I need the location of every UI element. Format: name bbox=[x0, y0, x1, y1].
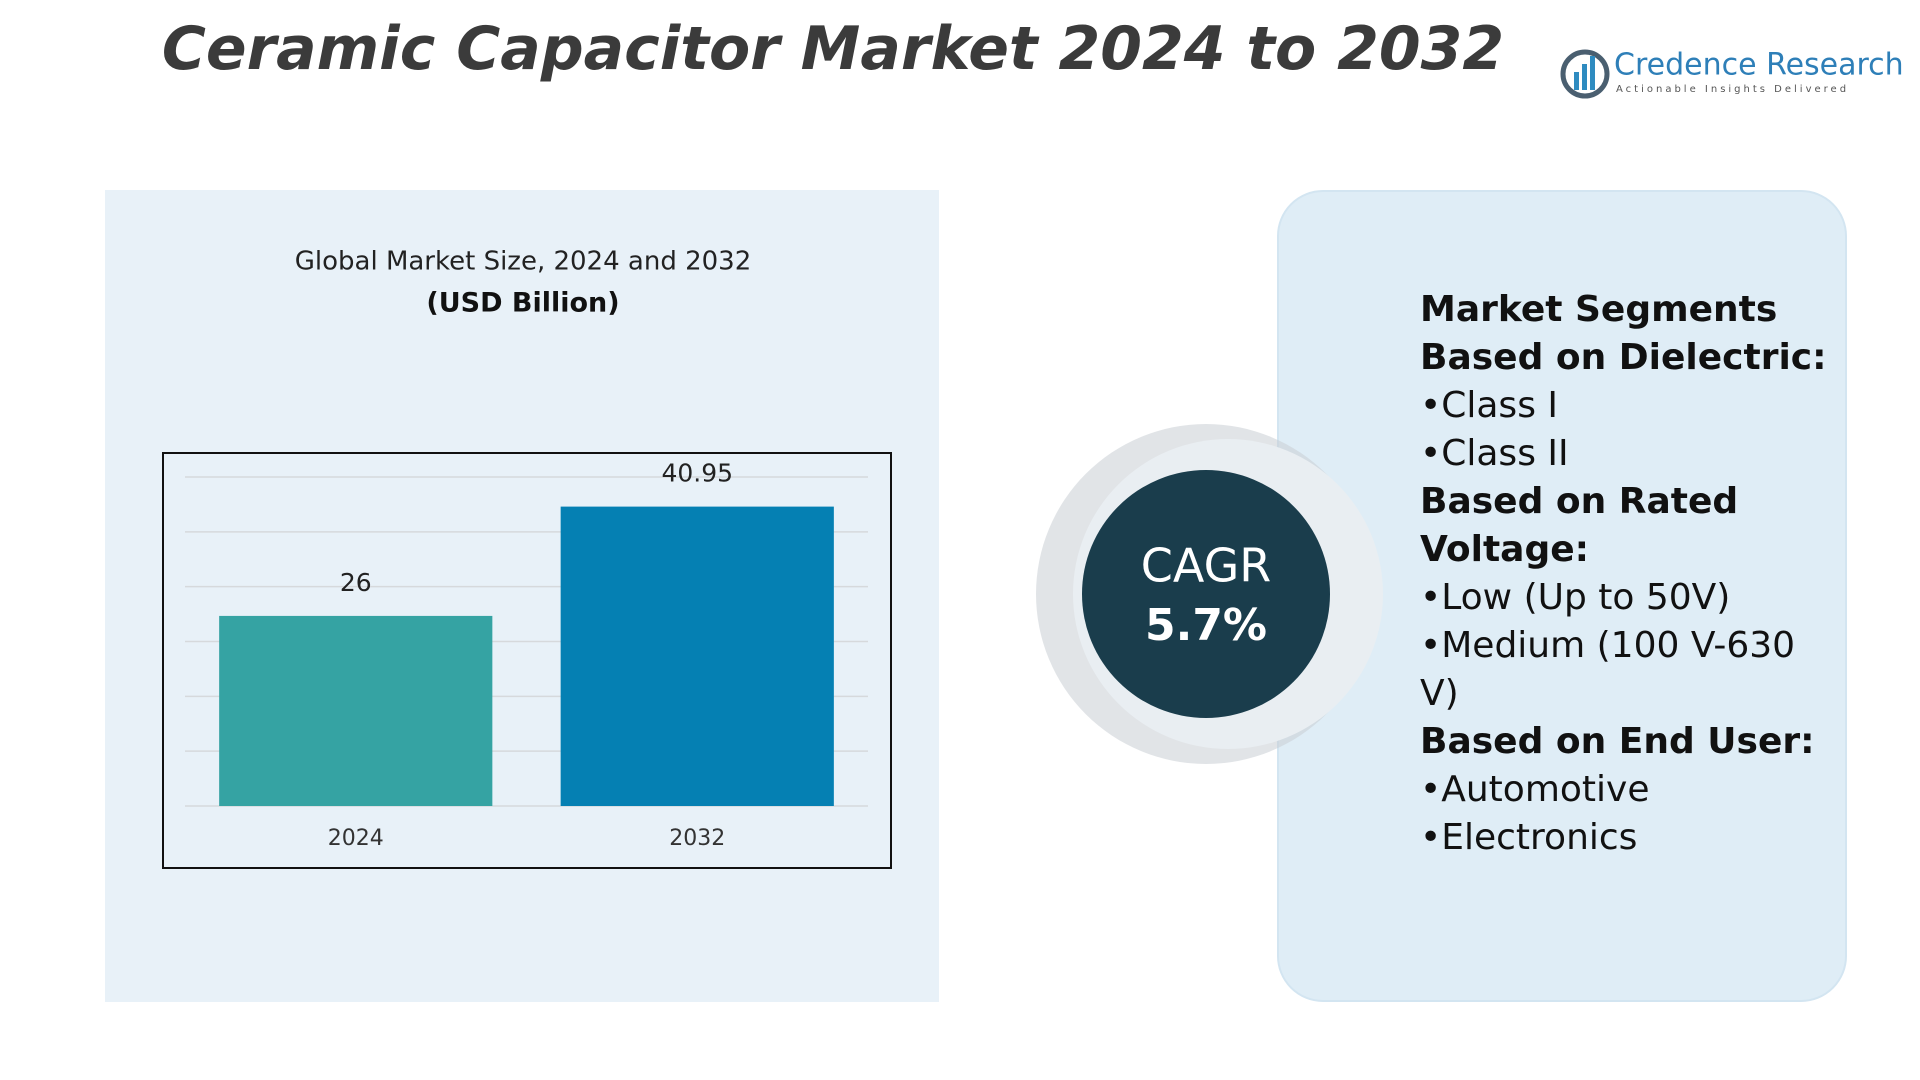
chart-frame bbox=[162, 452, 892, 869]
segment-item: •Class II bbox=[1420, 433, 1569, 474]
x-tick-label: 2032 bbox=[669, 826, 725, 851]
cagr-circle bbox=[1082, 470, 1330, 718]
segment-item: •Low (Up to 50V) bbox=[1420, 577, 1731, 618]
value-label: 40.95 bbox=[661, 459, 733, 488]
segments-heading: Market Segments bbox=[1420, 289, 1778, 330]
segment-item: •Electronics bbox=[1420, 817, 1638, 858]
segment-group-title: Based on Rated Voltage: bbox=[1420, 481, 1739, 570]
value-label: 26 bbox=[340, 568, 372, 597]
x-tick-label: 2024 bbox=[328, 826, 384, 851]
segments: Market Segments Based on Dielectric: •Clas… bbox=[1420, 286, 1830, 862]
segment-group-title: Based on Dielectric: bbox=[1420, 337, 1827, 378]
brand-name: Credence Research bbox=[1614, 48, 1904, 83]
chart-title: Global Market Size, 2024 and 2032 bbox=[295, 247, 752, 277]
cagr-label: CAGR bbox=[1141, 539, 1271, 593]
bar bbox=[219, 615, 493, 806]
segment-item: •Class I bbox=[1420, 385, 1559, 426]
segment-item: •Automotive bbox=[1420, 769, 1650, 810]
bar bbox=[560, 506, 834, 806]
cagr-value: 5.7% bbox=[1145, 600, 1267, 651]
segment-item: •Medium (100 V-630 V) bbox=[1420, 625, 1796, 714]
page-title: Ceramic Capacitor Market 2024 to 2032 bbox=[161, 14, 1505, 84]
logo bbox=[1560, 49, 1610, 99]
chart-subtitle: (USD Billion) bbox=[426, 288, 619, 319]
brand-tagline: Actionable Insights Delivered bbox=[1616, 84, 1849, 95]
segment-group-title: Based on End User: bbox=[1420, 721, 1815, 762]
